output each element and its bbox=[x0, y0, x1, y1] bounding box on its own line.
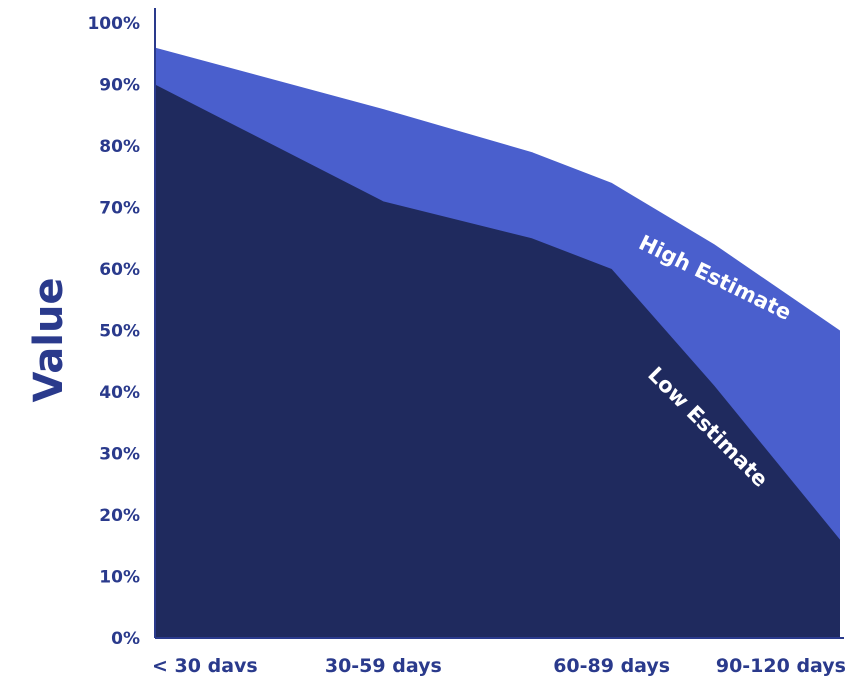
axes-group bbox=[154, 8, 844, 639]
x-tick-labels: < 30 davs 30-59 days 60-89 days 90-120 days bbox=[152, 655, 846, 677]
area-series-low-estimate bbox=[155, 84, 840, 638]
y-tick-label: 80% bbox=[99, 137, 140, 157]
y-tick-label: 0% bbox=[111, 629, 140, 649]
y-tick-label: 10% bbox=[99, 568, 140, 588]
y-tick-label: 50% bbox=[99, 322, 140, 342]
y-tick-label: 40% bbox=[99, 383, 140, 403]
y-tick-label: 60% bbox=[99, 260, 140, 280]
x-tick-label: 30-59 days bbox=[325, 655, 442, 677]
y-tick-label: 30% bbox=[99, 445, 140, 465]
x-tick-label: < 30 davs bbox=[152, 655, 258, 677]
x-tick-label: 90-120 days bbox=[716, 655, 846, 677]
y-tick-labels: 0% 10% 20% 30% 40% 50% 60% 70% 80% 90% 100% bbox=[87, 14, 140, 649]
y-tick-label: 100% bbox=[87, 14, 140, 34]
y-tick-label: 20% bbox=[99, 506, 140, 526]
area-series-group bbox=[155, 47, 840, 639]
y-axis-title: Value bbox=[26, 277, 72, 402]
y-tick-label: 70% bbox=[99, 199, 140, 219]
y-tick-label: 90% bbox=[99, 76, 140, 96]
x-tick-label: 60-89 days bbox=[553, 655, 670, 677]
